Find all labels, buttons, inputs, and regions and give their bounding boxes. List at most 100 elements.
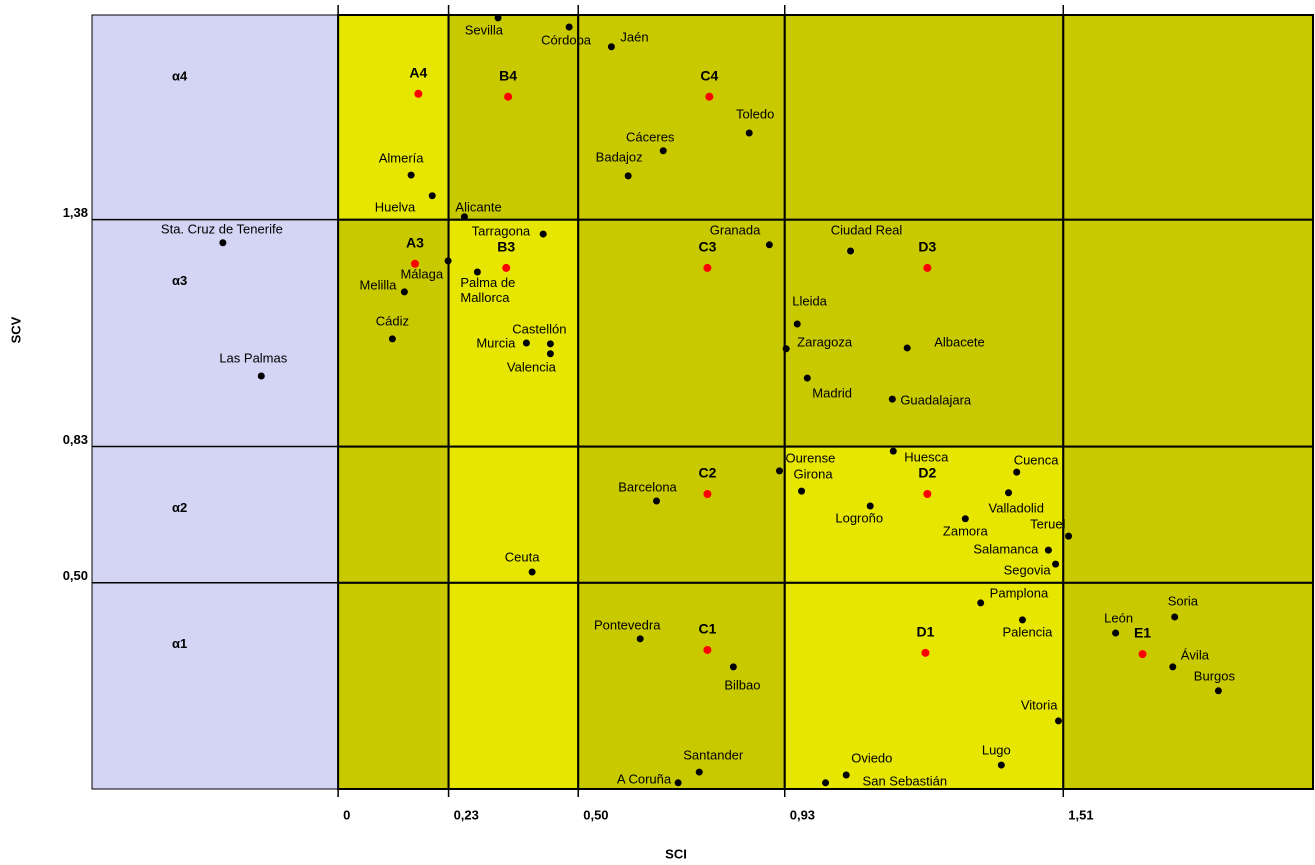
point-label: Huelva [374, 199, 416, 215]
region [447, 218, 580, 448]
city-point [847, 247, 855, 255]
center-label: D1 [916, 623, 935, 640]
city-point [400, 288, 408, 296]
y-tick-label: 0,83 [63, 432, 88, 447]
point-label: Huesca [904, 449, 949, 465]
city-point [1112, 629, 1120, 637]
point-label: Guadalajara [900, 392, 972, 408]
y-axis-label: SCV [8, 316, 23, 343]
point-label: Las Palmas [219, 350, 288, 366]
city-point [444, 257, 452, 265]
region [577, 581, 786, 790]
city-point [219, 239, 227, 247]
region [1062, 445, 1315, 584]
point-label: A Coruña [616, 771, 672, 787]
row-label: α4 [172, 68, 188, 83]
point-label: Murcia [476, 335, 516, 351]
point-label: Oviedo [851, 750, 893, 766]
center-point [923, 490, 932, 499]
region [577, 445, 786, 584]
region [783, 581, 1065, 790]
center-point [502, 263, 511, 272]
point-label: Cuenca [1013, 452, 1059, 468]
point-label: Soria [1167, 593, 1199, 609]
center-label: D2 [918, 464, 937, 481]
center-label: C1 [698, 620, 717, 637]
city-point [1214, 687, 1222, 695]
point-label: Burgos [1193, 668, 1235, 684]
center-point [504, 92, 513, 101]
city-point [1005, 489, 1013, 497]
point-label: Granada [709, 222, 761, 238]
point-label: Toledo [736, 106, 775, 122]
center-point [703, 645, 712, 654]
center-point [705, 92, 714, 101]
point-label: Valencia [506, 359, 556, 375]
point-label: Teruel [1030, 516, 1066, 532]
city-point [407, 171, 415, 179]
y-tick-label: 0,50 [63, 568, 88, 583]
point-label: Tarragona [471, 223, 531, 239]
point-label: Pontevedra [593, 617, 661, 633]
city-point [782, 345, 790, 353]
point-label: Lugo [981, 742, 1011, 758]
center-point [414, 89, 423, 98]
center-label: B3 [497, 238, 516, 255]
city-point [624, 172, 632, 180]
point-label: Melilla [359, 277, 397, 293]
point-label: Segovia [1003, 562, 1051, 578]
point-label: Vitoria [1020, 697, 1058, 713]
point-label: Palma de Mallorca [460, 275, 516, 306]
city-point [653, 497, 661, 505]
center-label: E1 [1133, 624, 1152, 641]
point-label: Jaén [620, 29, 649, 45]
point-label: Ciudad Real [830, 222, 903, 238]
point-label: Ávila [1180, 647, 1209, 663]
region [447, 14, 580, 221]
point-label: Málaga [400, 266, 444, 282]
region [337, 218, 450, 448]
point-label: Girona [793, 466, 833, 482]
city-point [866, 502, 874, 510]
x-tick-label: 0,50 [583, 807, 608, 822]
point-label: Barcelona [618, 479, 677, 495]
center-point [703, 263, 712, 272]
city-point [1169, 663, 1177, 671]
point-label: San Sebastián [862, 773, 948, 789]
center-label: C2 [698, 464, 717, 481]
point-label: Zaragoza [797, 334, 853, 350]
center-point [923, 263, 932, 272]
left-band [91, 14, 339, 790]
point-label: Logroño [835, 510, 884, 526]
point-label: Almería [378, 150, 424, 166]
city-point [659, 147, 667, 155]
city-point [961, 515, 969, 523]
point-label: Castellón [512, 321, 567, 337]
point-label: Ceuta [504, 549, 540, 565]
point-label: Salamanca [973, 541, 1039, 557]
city-point [775, 467, 783, 475]
city-point [1013, 468, 1021, 476]
region [577, 218, 786, 448]
center-label: A4 [409, 64, 428, 81]
city-point [888, 395, 896, 403]
region [1062, 581, 1315, 790]
city-point [842, 771, 850, 779]
city-point [997, 761, 1005, 769]
point-label: Bilbao [724, 677, 761, 693]
city-point [546, 350, 554, 358]
point-label: Madrid [812, 385, 853, 401]
region [337, 445, 450, 584]
city-point [460, 213, 468, 221]
point-label: Lleida [792, 293, 827, 309]
city-point [473, 268, 481, 276]
city-point [1018, 616, 1026, 624]
row-label: α2 [172, 500, 187, 515]
center-label: B4 [499, 67, 518, 84]
point-label: Sevilla [464, 22, 504, 38]
city-point [793, 320, 801, 328]
city-point [903, 344, 911, 352]
city-point [636, 635, 644, 643]
city-point [546, 340, 554, 348]
x-tick-label: 0,93 [790, 807, 815, 822]
